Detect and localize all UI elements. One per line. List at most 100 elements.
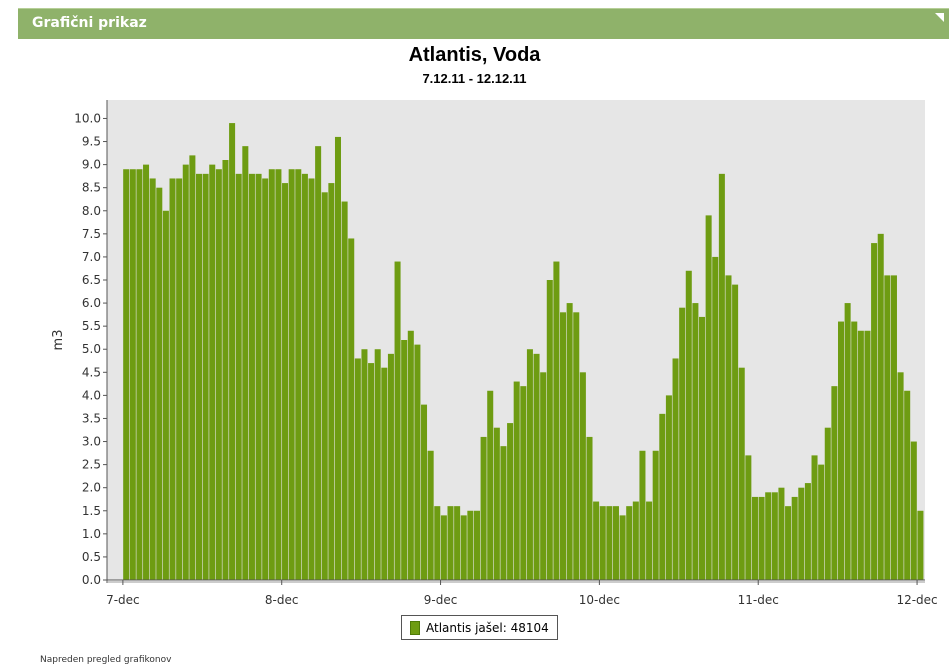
y-tick-label: 5.5 [82,319,101,333]
bar [143,164,150,580]
bar [262,178,269,580]
bar [692,303,699,580]
bar [460,515,467,580]
bar [235,173,242,580]
bar [328,183,335,580]
bar [189,155,196,580]
bar [268,169,275,581]
bar [414,344,421,580]
panel-header: Grafični prikaz [18,8,949,39]
y-axis-label: m3 [51,330,66,351]
bar [288,169,295,581]
bar [851,321,858,580]
bar [387,353,394,580]
x-tick-label: 8-dec [265,593,299,607]
x-tick-label: 9-dec [424,593,458,607]
bar [500,446,507,580]
y-tick-label: 1.5 [82,504,101,518]
bar [672,358,679,580]
bar [652,450,659,580]
bar [619,515,626,580]
y-tick-label: 6.5 [82,273,101,287]
bar [540,372,547,580]
bar [434,506,441,580]
bar [804,483,811,580]
bar [771,492,778,580]
bar [910,441,917,580]
bar [818,464,825,580]
bar [838,321,845,580]
y-tick-label: 2.0 [82,481,101,495]
bar [248,173,255,580]
bar [348,238,355,580]
bar [129,169,136,581]
bar [427,450,434,580]
bar [579,372,586,580]
bar [824,427,831,580]
y-tick-label: 0.0 [82,573,101,587]
bar [301,173,308,580]
bar [222,160,229,580]
y-tick-label: 9.0 [82,158,101,172]
bar [454,506,461,580]
bar [857,330,864,580]
bar [381,367,388,580]
panel-title: Grafični prikaz [32,15,147,31]
y-tick-label: 1.0 [82,527,101,541]
legend-label: Atlantis jašel: 48104 [426,620,549,635]
bar [632,501,639,580]
y-tick-label: 7.5 [82,227,101,241]
bar [725,275,732,580]
bar [421,404,428,580]
legend-swatch [410,620,420,635]
bar [904,390,911,580]
bar [778,487,785,580]
y-tick-label: 0.5 [82,550,101,564]
bar [765,492,772,580]
bar [665,395,672,580]
bar [897,372,904,580]
bar [533,353,540,580]
bar [467,510,474,580]
bar [156,187,163,580]
bar [215,169,222,581]
bar [282,183,289,580]
bar [162,210,169,580]
bar [176,178,183,580]
bar [745,455,752,580]
bar [599,506,606,580]
y-tick-label: 9.5 [82,135,101,149]
y-tick-label: 8.0 [82,204,101,218]
bar [202,173,209,580]
bar [149,178,156,580]
corner-arrow-icon[interactable] [933,11,945,23]
bar [811,455,818,580]
bar [341,201,348,581]
bar [546,280,553,580]
bar [798,487,805,580]
bar [593,501,600,580]
bar [507,423,514,580]
bar [334,136,341,581]
advanced-charts-link[interactable]: Napreden pregled grafikonov [40,655,172,665]
bar [195,173,203,580]
bar [573,312,580,580]
bar [394,261,401,580]
bar [407,330,414,580]
y-tick-label: 6.0 [82,296,101,310]
bar [732,284,739,580]
y-tick-label: 5.0 [82,342,101,356]
y-tick-label: 4.5 [82,365,101,379]
bar [513,381,520,580]
bar [659,413,666,580]
bar [738,367,745,580]
bar [321,192,328,580]
bar [520,386,527,580]
bar [136,169,143,581]
bar [374,349,381,580]
y-tick-label: 2.5 [82,458,101,472]
bar [712,256,719,580]
bar [791,496,798,580]
bar [480,436,487,580]
bar [315,146,322,580]
